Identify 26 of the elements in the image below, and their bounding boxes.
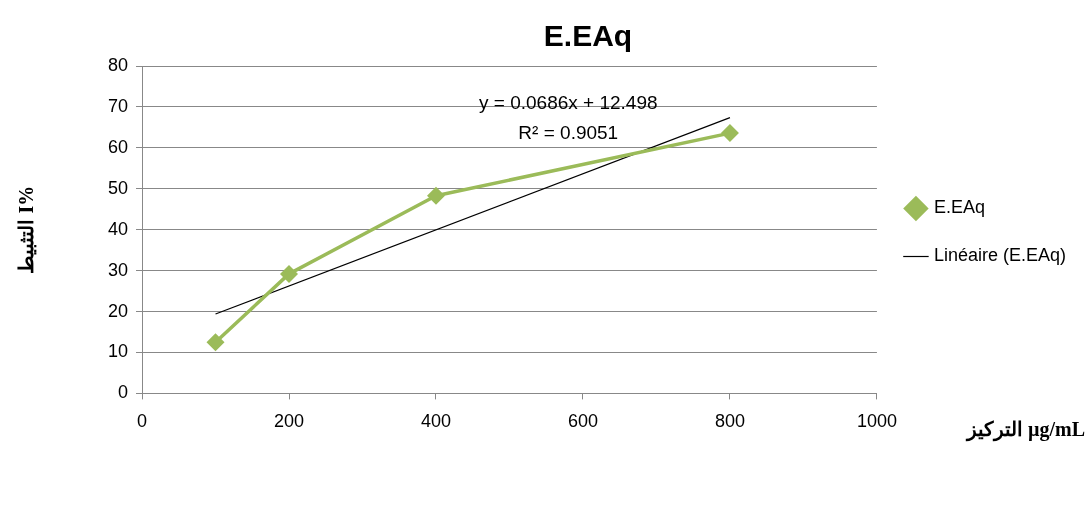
annotation: R² = 0.9051 <box>518 122 619 144</box>
x-tick-label: 400 <box>420 411 452 432</box>
y-tick-label: 10 <box>107 341 129 362</box>
point <box>720 124 739 143</box>
point <box>280 264 298 283</box>
y-tick-label: 20 <box>107 300 129 321</box>
x-tick-label: 800 <box>714 411 745 432</box>
y-tick-label: 50 <box>107 177 129 198</box>
x-tick-label: 0 <box>137 411 148 432</box>
legend-label: Linéaire (E.EAq) <box>933 245 1067 266</box>
point <box>206 333 225 352</box>
legend-label: E.EAq <box>933 197 985 218</box>
y-tick-label: 80 <box>107 54 129 75</box>
point <box>426 186 445 205</box>
y-tick-label: 0 <box>118 382 129 403</box>
y-tick-label: 30 <box>107 259 129 280</box>
x-tick-label: 1000 <box>856 411 897 432</box>
y-tick-label: 60 <box>107 136 129 157</box>
x-axis-title: التركيز µg/mL <box>964 417 1086 442</box>
annotation: y = 0.0686x + 12.498 <box>479 92 658 114</box>
y-axis-title: التثبيط I% <box>15 185 38 274</box>
y-tick-label: 40 <box>107 218 129 239</box>
x-tick-label: 200 <box>273 411 305 432</box>
x-tick-label: 600 <box>567 411 598 432</box>
y-tick-label: 70 <box>107 95 129 116</box>
chart-title: E.EAq <box>543 19 633 53</box>
